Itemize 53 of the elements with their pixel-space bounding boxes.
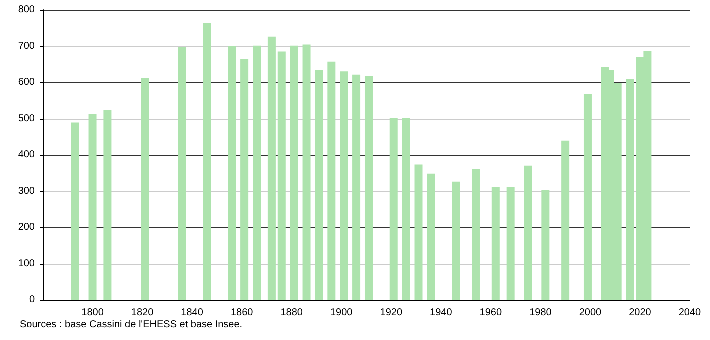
x-tick-label: 1900 — [330, 308, 354, 318]
bar — [290, 46, 298, 300]
bar — [340, 72, 348, 300]
y-tick-label: 300 — [18, 186, 36, 197]
y-tick-label: 0 — [29, 294, 36, 306]
bar — [253, 46, 262, 300]
x-tick-label: 1960 — [480, 308, 502, 318]
x-tick-label: 2020 — [629, 308, 652, 318]
bar — [492, 187, 500, 300]
bar — [542, 190, 550, 300]
x-tick-label: 1940 — [430, 308, 453, 318]
bar — [278, 52, 286, 300]
bar — [584, 94, 592, 300]
x-tick-label: 1820 — [131, 308, 154, 318]
bar — [427, 174, 436, 300]
bar — [178, 47, 186, 300]
x-tick-label: 1860 — [230, 308, 254, 318]
bar — [414, 164, 423, 300]
bar — [240, 59, 249, 300]
bar — [364, 76, 373, 300]
y-tick-label: 500 — [18, 113, 36, 124]
x-tick-label: 1880 — [280, 308, 304, 318]
y-tick-label: 400 — [18, 150, 36, 160]
x-tick-label: 1800 — [82, 308, 104, 318]
bar — [402, 118, 410, 300]
bar — [472, 169, 480, 300]
bar — [352, 74, 361, 300]
bar — [141, 78, 150, 300]
bar — [88, 114, 97, 300]
y-tick-label: 100 — [18, 258, 36, 270]
bar — [452, 182, 460, 300]
bar — [390, 118, 398, 300]
bar — [302, 44, 311, 300]
x-tick-label: 2040 — [678, 308, 702, 318]
bar — [562, 140, 570, 300]
bar — [328, 62, 336, 300]
bar — [71, 122, 80, 300]
bar — [315, 70, 324, 300]
x-tick-label: 2000 — [579, 308, 602, 318]
x-tick-label: 1920 — [380, 308, 403, 318]
bar — [228, 46, 236, 300]
y-tick-label: 800 — [18, 4, 36, 16]
bar — [203, 23, 212, 300]
y-tick-label: 200 — [18, 222, 36, 233]
x-tick-label: 1840 — [181, 308, 204, 318]
bar — [524, 166, 532, 300]
source-note: Sources : base Cassini de l'EHESS et base Insee. — [20, 320, 243, 330]
bar — [268, 36, 276, 300]
bar — [104, 110, 112, 300]
y-tick-label: 700 — [18, 40, 36, 52]
x-tick-label: 1980 — [530, 308, 552, 318]
bar — [506, 187, 515, 300]
y-tick-label: 600 — [18, 77, 36, 88]
